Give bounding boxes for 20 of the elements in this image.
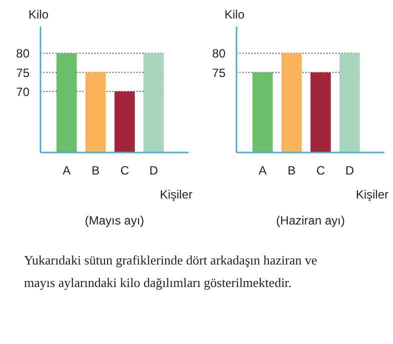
x-tick-label: B [92, 164, 100, 178]
x-tick-label: C [316, 164, 326, 178]
x-tick-label: C [120, 164, 130, 178]
x-tick-label: A [258, 164, 267, 178]
y-tick-label: 80 [212, 46, 226, 61]
y-tick-label: 75 [212, 66, 226, 80]
x-axis-title: Kişiler [356, 188, 389, 202]
text: Yukarıdaki sütun grafiklerinde dört arkadaşın haziran ve mayıs aylarındaki kilo dağılımları gösterilmektedir. [24, 252, 318, 290]
x-tick-label: D [149, 164, 158, 178]
y-axis-title: Kilo [28, 8, 49, 22]
x-axis-title: Kişiler [160, 188, 193, 202]
y-tick-label: 80 [16, 46, 30, 61]
x-tick-label: D [345, 164, 354, 178]
x-tick-label: B [288, 164, 296, 178]
text: (Mayıs ayı) [84, 214, 144, 228]
y-axis-title: Kilo [224, 8, 245, 22]
text: (Haziran ayı) [276, 214, 345, 228]
y-tick-label: 70 [16, 84, 30, 99]
x-tick-label: A [62, 164, 71, 178]
y-tick-label: 75 [16, 66, 30, 80]
